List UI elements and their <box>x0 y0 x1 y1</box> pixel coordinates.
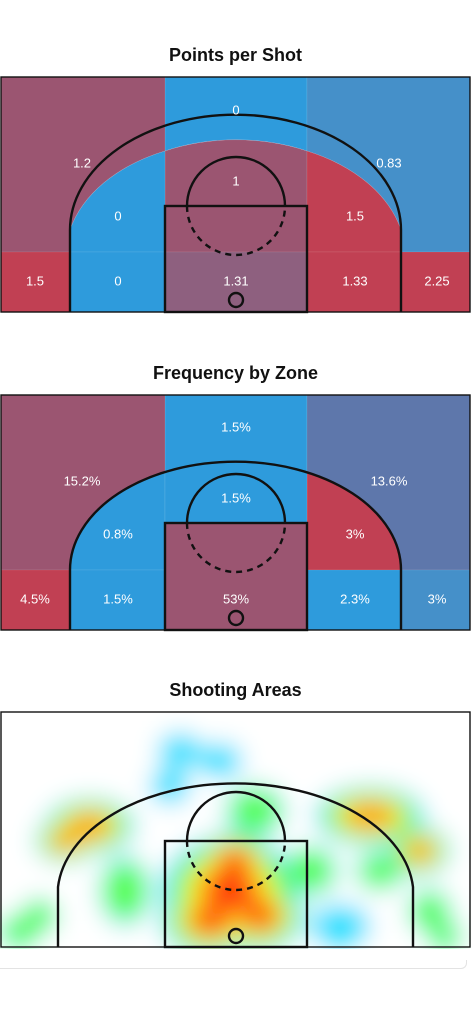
zone-label-top-of-key: 1.5% <box>221 490 251 505</box>
court-lines <box>0 711 471 949</box>
zone-label-right-baseline: 1.33 <box>342 273 367 288</box>
frequency-by-zone-title: Frequency by Zone <box>152 363 319 383</box>
points-per-shot-chart: 0 1.2 0.83 1 0 1.5 1.5 0 1.31 1.33 2.25 <box>0 76 471 314</box>
heat-blob-right-midrange <box>286 850 334 892</box>
shooting-areas-title: Shooting Areas <box>169 680 302 700</box>
zone-label-left-wing: 1.2 <box>73 155 91 170</box>
heat-blob-above-arc <box>150 768 190 804</box>
zone-label-right-wing: 13.6% <box>371 473 408 488</box>
heat-blob-paint <box>194 909 226 933</box>
zone-label-left-midrange: 0.8% <box>103 526 133 541</box>
shooting-areas-chart <box>0 711 471 949</box>
zone-label-right-corner: 3% <box>428 591 447 606</box>
heat-blob-paint <box>207 873 253 909</box>
zone-label-top-of-key: 1 <box>232 173 239 188</box>
zone-top-of-key <box>164 139 308 253</box>
zone-label-left-corner: 4.5% <box>20 591 50 606</box>
points-per-shot-title: Points per Shot <box>168 45 302 65</box>
zone-label-right-corner: 2.25 <box>424 273 449 288</box>
heat-blob-paint <box>222 851 248 871</box>
zone-label-paint: 1.31 <box>223 273 248 288</box>
card-bottom-edge <box>0 960 467 969</box>
heat-blob-right-baseline <box>310 904 370 948</box>
heat-blob-right-wing <box>405 838 435 864</box>
heat-blob-top-of-key <box>230 789 280 833</box>
zone-label-left-corner: 1.5 <box>26 273 44 288</box>
zone-label-left-wing: 15.2% <box>64 473 101 488</box>
zone-label-paint: 53% <box>223 591 249 606</box>
zone-label-right-midrange: 3% <box>346 526 365 541</box>
heat-blob-right-wing <box>343 801 397 831</box>
heat-blob-above-arc <box>198 743 242 779</box>
heat-blob-right-corner <box>430 923 460 949</box>
heat-blob-left-wing <box>67 812 113 840</box>
heat-blob-left-midrange <box>103 861 147 921</box>
heat-blob-right-midrange <box>359 854 401 888</box>
zone-layer <box>0 394 471 631</box>
heat-blob-above-arc <box>158 733 202 769</box>
heat-blob-left-corner <box>25 901 55 931</box>
zone-label-right-wing: 0.83 <box>376 155 401 170</box>
heat-blob-left-wing <box>50 830 80 852</box>
zone-label-right-baseline: 2.3% <box>340 591 370 606</box>
zone-layer <box>0 76 471 313</box>
court-lines <box>0 76 471 314</box>
zone-label-right-midrange: 1.5 <box>346 208 364 223</box>
frequency-by-zone-chart: 1.5% 15.2% 13.6% 0.8% 3% 4.5% 1.5% 53% 2.3% 3% 1.5… <box>0 394 471 632</box>
court-lines <box>0 394 471 632</box>
zone-label-left-baseline: 1.5% <box>103 591 133 606</box>
zone-label-left-baseline: 0 <box>114 273 121 288</box>
zone-left-midrange <box>69 150 166 253</box>
zone-paint <box>164 522 308 631</box>
zone-label-top-center: 1.5% <box>221 419 251 434</box>
heat-blob-right-corner <box>411 892 449 930</box>
zone-label-top-center: 0 <box>232 102 239 117</box>
heat-blob-paint <box>245 904 275 928</box>
zone-label-left-midrange: 0 <box>114 208 121 223</box>
